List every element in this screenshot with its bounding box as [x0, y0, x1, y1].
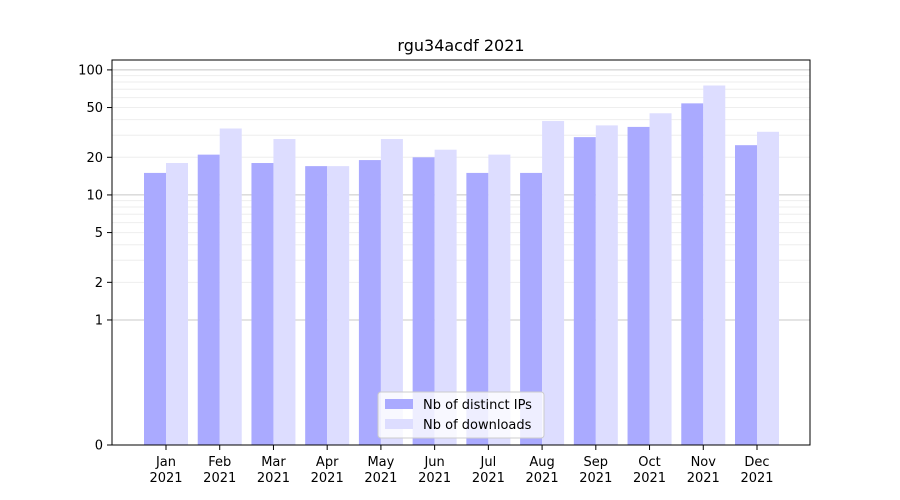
bar-distinct-ips: [520, 172, 543, 445]
x-tick-month: Feb: [208, 455, 231, 470]
x-tick-label: Sep 2021: [579, 455, 612, 486]
x-tick-year: 2021: [257, 471, 290, 486]
y-tick-label: 2: [95, 276, 103, 291]
x-tick-label: May 2021: [364, 455, 397, 486]
x-tick-month: Mar: [261, 455, 286, 470]
legend-label: Nb of distinct IPs: [423, 398, 532, 413]
y-tick-label: 100: [78, 63, 103, 78]
bar-downloads: [703, 85, 726, 445]
y-tick-label: 10: [86, 188, 103, 203]
bar-downloads: [488, 154, 511, 446]
x-tick-month: Aug: [529, 455, 554, 470]
x-tick-year: 2021: [418, 471, 451, 486]
legend-box: [377, 391, 545, 439]
legend-swatch: [385, 399, 413, 409]
x-tick-label: Dec 2021: [740, 455, 773, 486]
x-tick-year: 2021: [687, 471, 720, 486]
bar-distinct-ips: [466, 172, 489, 445]
x-tick-year: 2021: [472, 471, 505, 486]
y-tick-label: 50: [86, 101, 103, 116]
x-tick-month: Jan: [155, 455, 176, 470]
x-tick-year: 2021: [633, 471, 666, 486]
x-tick-month: Dec: [744, 455, 769, 470]
x-tick-month: Jul: [480, 455, 497, 470]
bar-downloads: [219, 128, 242, 445]
legend: Nb of distinct IPs Nb of downloads: [377, 391, 545, 439]
x-tick-label: Jul 2021: [472, 455, 505, 486]
bar-downloads: [595, 125, 618, 445]
x-tick-year: 2021: [364, 471, 397, 486]
x-tick-label: Jun 2021: [418, 455, 451, 486]
bar-downloads: [273, 139, 296, 445]
y-tick-label: 20: [86, 151, 103, 166]
bar-distinct-ips: [251, 163, 274, 445]
x-tick-label: Aug 2021: [526, 455, 559, 486]
bars: [144, 85, 779, 446]
bar-downloads: [649, 113, 672, 445]
x-tick-month: Nov: [691, 455, 717, 470]
legend-swatch: [385, 419, 413, 429]
bar-downloads: [166, 163, 188, 445]
y-axis-ticks: 0 1 2 5 10 20 50 100: [78, 63, 112, 454]
bar-distinct-ips: [197, 154, 220, 446]
x-tick-year: 2021: [526, 471, 559, 486]
x-tick-year: 2021: [579, 471, 612, 486]
x-tick-year: 2021: [311, 471, 344, 486]
bar-distinct-ips: [573, 137, 596, 445]
x-tick-label: Mar 2021: [257, 455, 290, 486]
y-tick-label: 1: [95, 313, 103, 328]
bar-distinct-ips: [144, 172, 166, 445]
x-tick-year: 2021: [203, 471, 236, 486]
bar-downloads: [434, 149, 457, 446]
x-tick-month: Apr: [316, 455, 339, 470]
bar-distinct-ips: [358, 160, 381, 445]
x-tick-label: Jan 2021: [149, 455, 182, 486]
bar-downloads: [327, 166, 350, 445]
x-tick-label: Apr 2021: [311, 455, 344, 486]
chart-title: rgu34acdf 2021: [397, 36, 524, 55]
plot-frame: [111, 59, 811, 446]
x-tick-month: May: [367, 455, 394, 470]
bar-downloads: [757, 131, 779, 445]
bar-distinct-ips: [305, 166, 328, 445]
bar-downloads: [380, 139, 403, 445]
x-tick-month: Sep: [584, 455, 609, 470]
y-tick-label: 0: [95, 439, 103, 454]
bar-downloads: [542, 121, 565, 446]
x-tick-month: Jun: [423, 455, 444, 470]
x-tick-year: 2021: [740, 471, 773, 486]
x-tick-year: 2021: [149, 471, 182, 486]
bar-distinct-ips: [627, 126, 650, 446]
bar-distinct-ips: [681, 103, 704, 446]
x-tick-month: Oct: [638, 455, 660, 470]
x-tick-label: Oct 2021: [633, 455, 666, 486]
x-tick-label: Nov 2021: [687, 455, 720, 486]
legend-label: Nb of downloads: [423, 418, 532, 433]
bar-distinct-ips: [412, 157, 435, 445]
y-tick-label: 5: [95, 226, 103, 241]
x-tick-label: Feb 2021: [203, 455, 236, 486]
bar-distinct-ips: [735, 145, 757, 445]
